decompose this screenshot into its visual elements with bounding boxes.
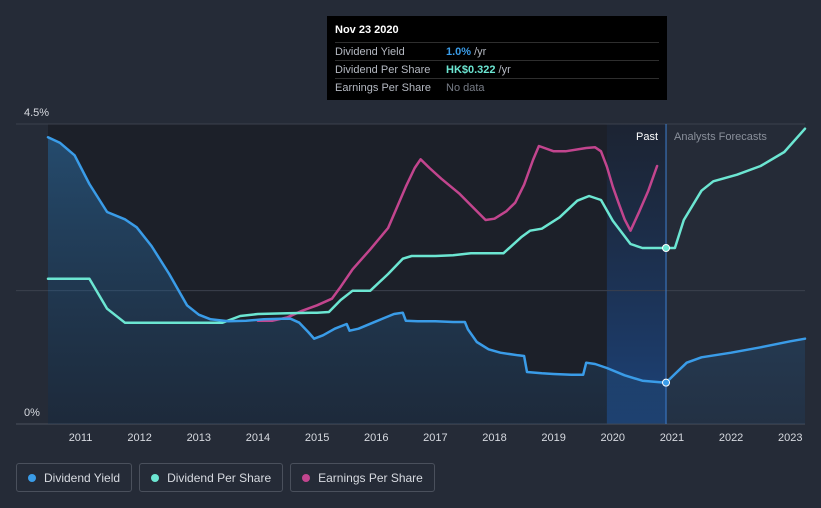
dividend-yield-marker[interactable] <box>662 378 671 387</box>
x-tick-label: 2023 <box>778 432 802 444</box>
y-tick-label-bottom: 0% <box>24 407 40 419</box>
x-tick-label: 2021 <box>660 432 684 444</box>
legend-dividend-yield[interactable]: Dividend Yield <box>16 463 133 492</box>
tooltip-label: Earnings Per Share <box>335 81 431 94</box>
x-tick-label: 2012 <box>127 432 151 444</box>
x-tick-label: 2020 <box>601 432 625 444</box>
x-tick-label: 2011 <box>69 432 93 444</box>
earnings-per-share-line <box>256 144 659 322</box>
legend-dividend-per-share[interactable]: Dividend Per Share <box>139 463 284 492</box>
tooltip-row-dividend-yield: Dividend Yield 1.0% /yr <box>335 42 659 60</box>
chart-canvas: 4.5% 0% Past Analysts Forecasts 2011 2012… <box>16 107 807 444</box>
x-tick-label: 2018 <box>482 432 506 444</box>
tooltip: Nov 23 2020 Dividend Yield 1.0% /yr Divi… <box>327 16 667 100</box>
forecast-label: Analysts Forecasts <box>674 131 767 143</box>
dividend-per-share-marker[interactable] <box>662 244 671 252</box>
y-tick-label-top: 4.5% <box>24 107 49 119</box>
tooltip-row-dividend-per-share: Dividend Per Share HK$0.322 /yr <box>335 60 659 78</box>
x-tick-label: 2014 <box>246 432 270 444</box>
tooltip-unit: /yr <box>474 45 487 58</box>
legend: Dividend Yield Dividend Per Share Earnin… <box>16 463 435 492</box>
legend-dot-icon <box>302 473 311 482</box>
tooltip-value: No data <box>446 81 485 94</box>
tooltip-value: 1.0% <box>446 45 472 58</box>
dividend-yield-line <box>46 136 807 384</box>
legend-dot-icon <box>151 473 160 482</box>
legend-label: Dividend Per Share <box>167 470 272 485</box>
dividend-yield-area <box>48 137 805 425</box>
tooltip-unit: /yr <box>498 63 511 76</box>
x-tick-label: 2016 <box>364 432 388 444</box>
x-tick-label: 2013 <box>187 432 211 444</box>
x-tick-label: 2022 <box>719 432 743 444</box>
tooltip-label: Dividend Yield <box>335 45 405 58</box>
x-tick-label: 2019 <box>541 432 565 444</box>
legend-label: Dividend Yield <box>44 470 121 485</box>
legend-earnings-per-share[interactable]: Earnings Per Share <box>290 463 435 492</box>
tooltip-label: Dividend Per Share <box>335 63 431 76</box>
tooltip-value: HK$0.322 <box>446 63 496 76</box>
legend-dot-icon <box>28 473 36 482</box>
legend-label: Earnings Per Share <box>318 470 423 485</box>
x-tick-label: 2017 <box>423 432 447 444</box>
tooltip-date: Nov 23 2020 <box>335 24 399 36</box>
past-label: Past <box>636 131 658 143</box>
dividend-per-share-line <box>46 127 807 324</box>
x-tick-label: 2015 <box>305 432 329 444</box>
tooltip-row-earnings-per-share: Earnings Per Share No data <box>335 78 659 96</box>
